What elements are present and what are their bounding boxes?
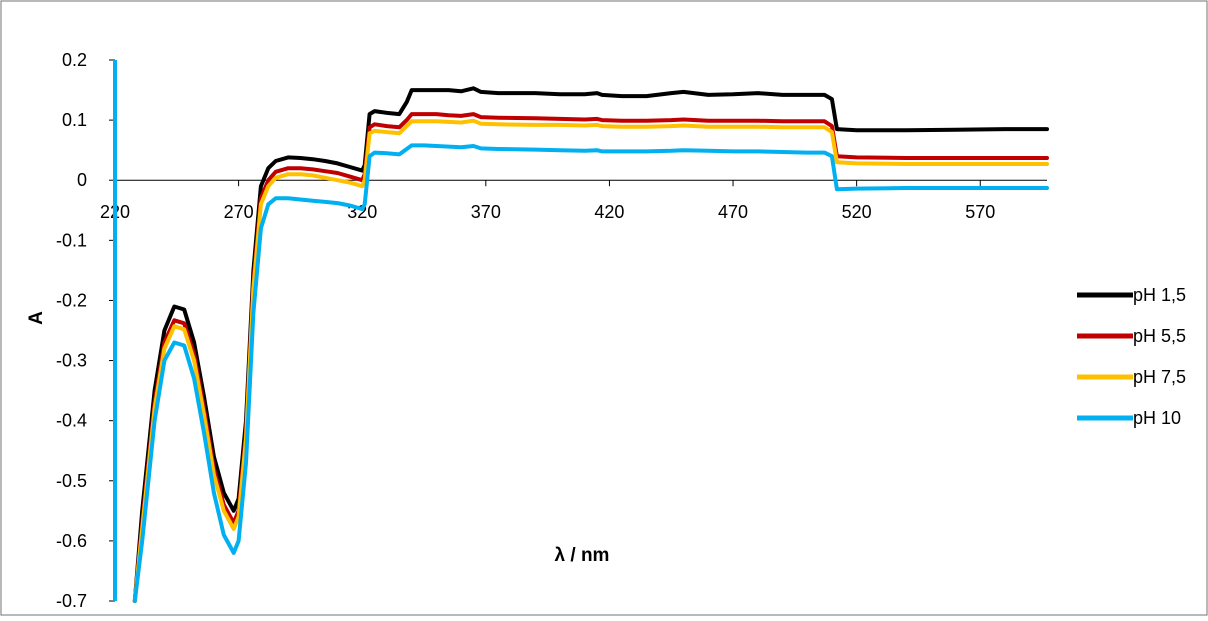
x-tick-label: 520 xyxy=(842,202,872,222)
y-axis-title: A xyxy=(26,311,47,325)
y-tick-label: -0.1 xyxy=(56,230,87,250)
series-line-ph-5-5 xyxy=(132,112,1049,603)
x-tick-label: 270 xyxy=(224,202,254,222)
x-tick-label: 470 xyxy=(718,202,748,222)
series-line-ph-7-5 xyxy=(132,118,1049,603)
series-line-ph-10 xyxy=(132,143,1049,603)
y-tick-label: 0.2 xyxy=(62,50,87,70)
y-tick-label: 0.1 xyxy=(62,110,87,130)
series-line-ph-1-5 xyxy=(132,86,1049,603)
legend-label-ph-1-5: pH 1,5 xyxy=(1133,285,1186,305)
y-tick-label: -0.6 xyxy=(56,531,87,551)
legend-label-ph-10: pH 10 xyxy=(1133,408,1181,428)
legend-label-ph-7-5: pH 7,5 xyxy=(1133,367,1186,387)
x-tick-label: 420 xyxy=(594,202,624,222)
y-tick-label: -0.3 xyxy=(56,351,87,371)
series-layer xyxy=(113,60,1049,603)
y-tick-label: -0.2 xyxy=(56,290,87,310)
labels: A λ / nm xyxy=(26,311,609,566)
y-tick-label: 0 xyxy=(77,170,87,190)
legend-label-ph-5-5: pH 5,5 xyxy=(1133,326,1186,346)
x-tick-label: 370 xyxy=(471,202,501,222)
y-tick-label: -0.4 xyxy=(56,411,87,431)
legend: pH 1,5 pH 5,5 pH 7,5 pH 10 xyxy=(1077,285,1186,428)
x-axis-title: λ / nm xyxy=(555,545,610,566)
x-tick-label: 570 xyxy=(965,202,995,222)
y-tick-label: -0.5 xyxy=(56,471,87,491)
y-tick-label: -0.7 xyxy=(56,591,87,611)
